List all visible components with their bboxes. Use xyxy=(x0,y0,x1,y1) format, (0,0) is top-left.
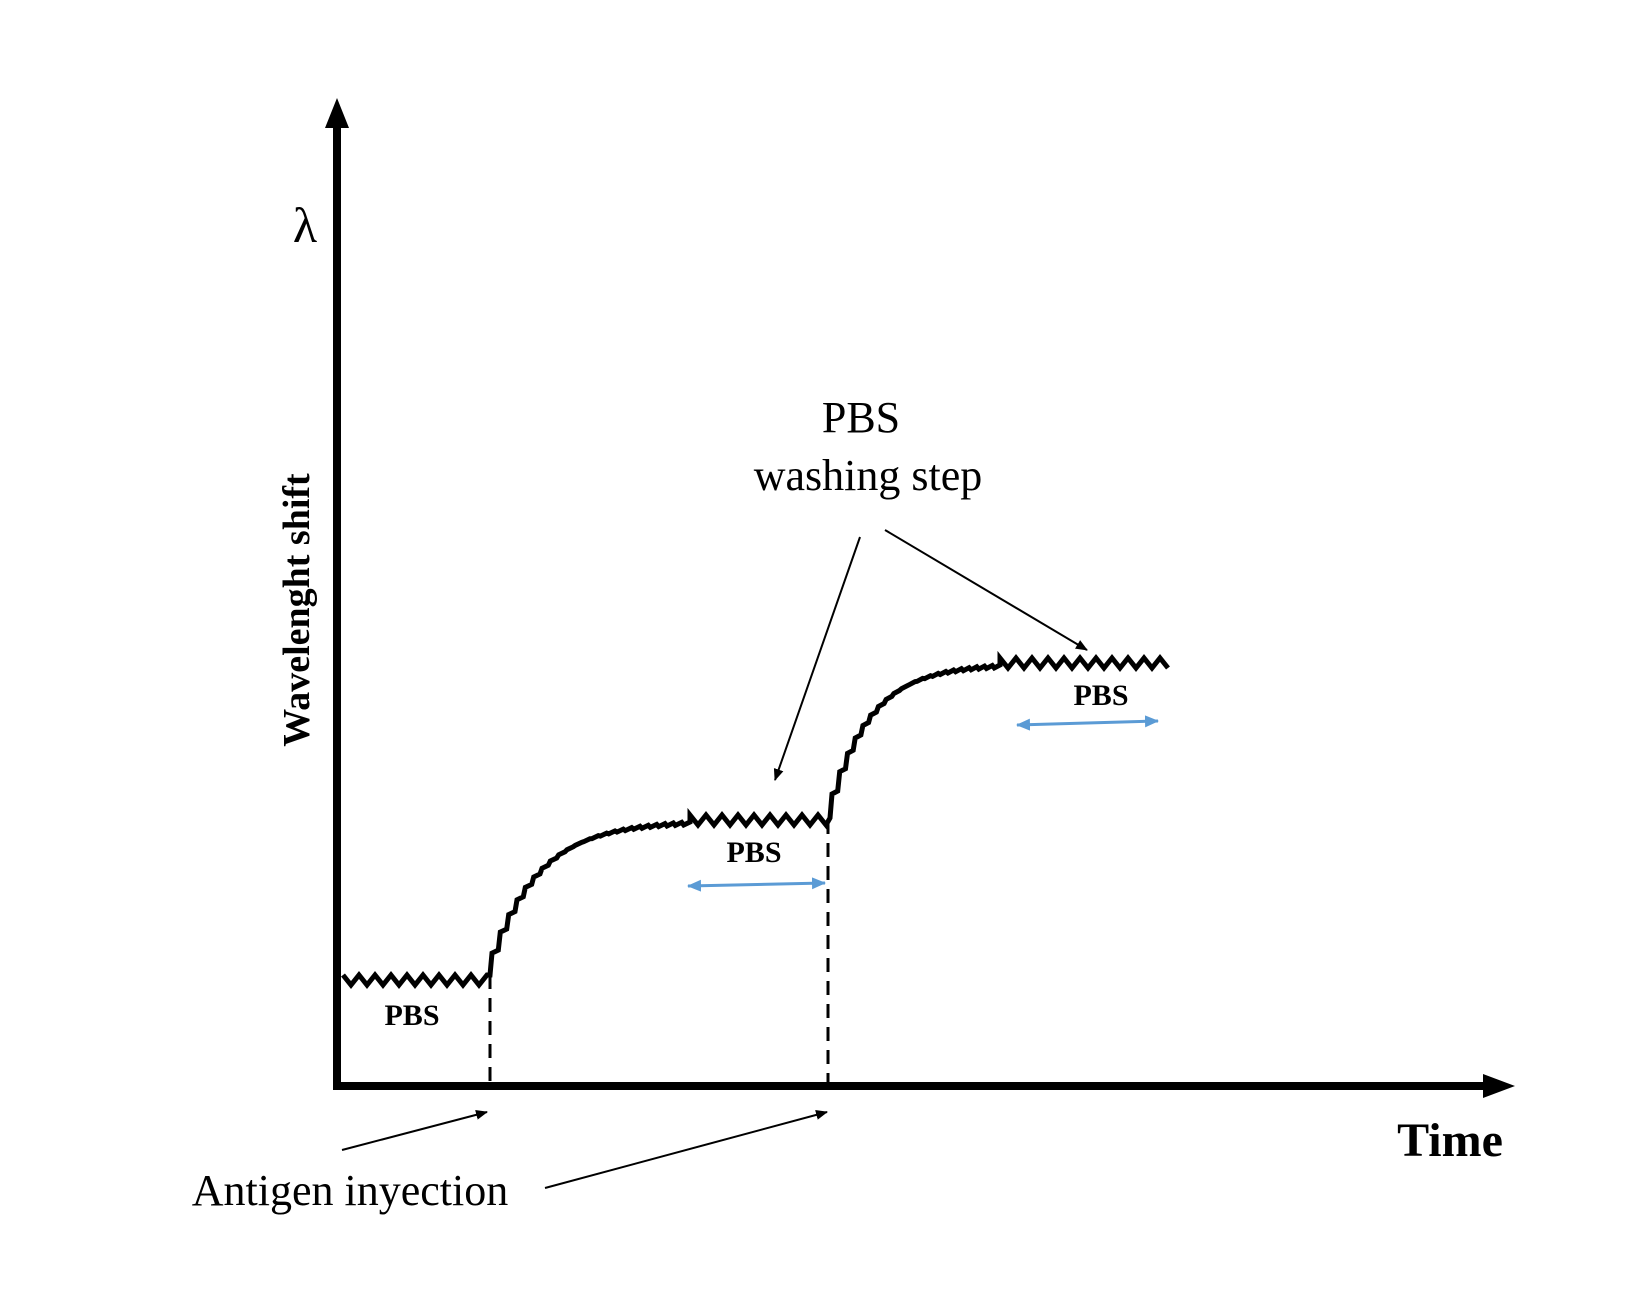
injection-pointer-arrow-1 xyxy=(341,1109,488,1151)
injection-pointer-arrow-2 xyxy=(544,1110,828,1189)
washing-pointer-arrow-1 xyxy=(773,536,861,781)
washing-label-line2: washing step xyxy=(754,451,983,500)
y-axis-label: Wavelenght shift xyxy=(276,473,318,747)
y-axis xyxy=(325,98,349,1090)
pbs-label-first-plateau: PBS xyxy=(726,836,781,869)
pbs-label-second-plateau: PBS xyxy=(1073,679,1128,712)
signal-curve xyxy=(341,650,1170,990)
injection-label: Antigen inyection xyxy=(192,1166,509,1215)
x-axis xyxy=(333,1074,1515,1098)
pbs-period-arrow-1 xyxy=(687,877,826,892)
y-axis-arrowhead xyxy=(325,98,349,128)
x-axis-arrowhead xyxy=(1483,1074,1515,1098)
pbs-label-baseline: PBS xyxy=(384,999,439,1032)
washing-label-line1: PBS xyxy=(822,393,900,442)
x-axis-label: Time xyxy=(1397,1114,1503,1167)
lambda-symbol: λ xyxy=(293,197,317,253)
pbs-period-arrow-2 xyxy=(1016,715,1159,731)
washing-pointer-arrow-2 xyxy=(884,529,1088,651)
